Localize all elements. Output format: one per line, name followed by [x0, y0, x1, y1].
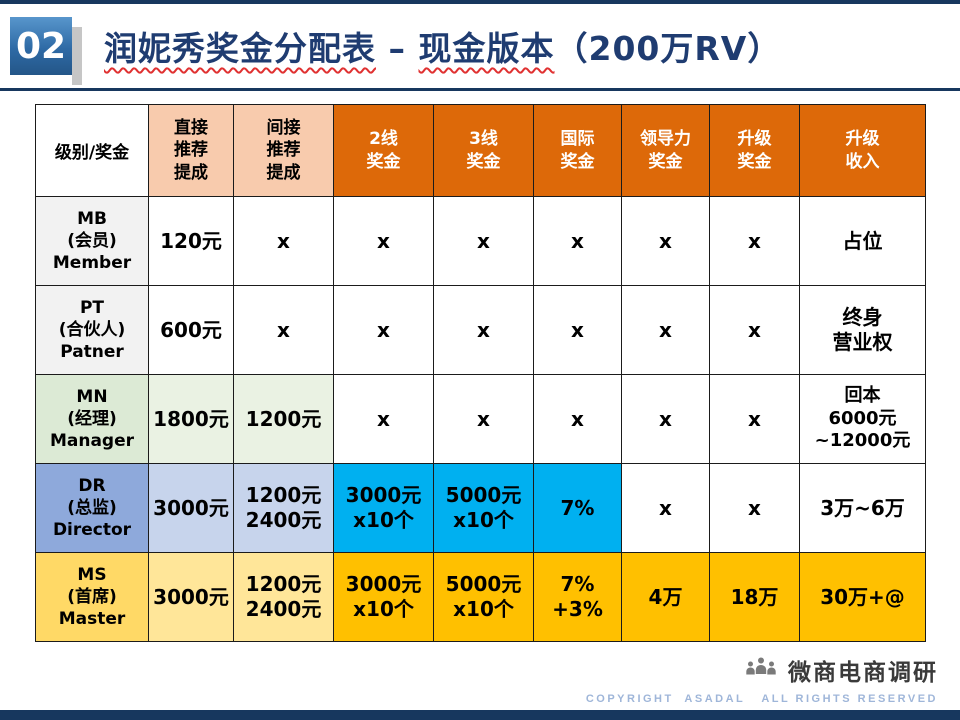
level-cell: PT (合伙人) Patner [35, 285, 149, 375]
value-cell: x [533, 196, 622, 286]
copyright-text: COPYRIGHT ASADAL ALL RIGHTS RESERVED [585, 693, 938, 705]
value-cell: x [333, 196, 434, 286]
value-cell: x [621, 196, 710, 286]
level-cell: MS (首席) Master [35, 552, 149, 642]
title-dash: – [376, 29, 419, 68]
brand-logo: 微商电商调研 [742, 653, 938, 687]
value-cell: x [709, 285, 800, 375]
value-cell: x [433, 196, 534, 286]
bonus-table: 级别/奖金 直接 推荐 提成 间接 推荐 提成 2线 奖金 3线 奖金 国际 奖… [35, 104, 926, 642]
table-row-pt: PT (合伙人) Patner 600元 x x x x x x 终身 营业权 [35, 285, 926, 375]
value-cell: 30万+@ [799, 552, 926, 642]
value-cell: 回本 6000元 ~12000元 [799, 374, 926, 464]
value-cell: x [709, 374, 800, 464]
people-logo-icon [746, 657, 776, 675]
value-cell: x [433, 285, 534, 375]
table-row-mb: MB (会员) Member 120元 x x x x x x 占位 [35, 196, 926, 286]
level-cell: DR (总监) Director [35, 463, 149, 553]
value-cell: 5000元 x10个 [433, 552, 534, 642]
value-cell: x [621, 285, 710, 375]
value-cell: 120元 [148, 196, 234, 286]
value-cell: 3000元 [148, 552, 234, 642]
value-cell: 1200元 [233, 374, 334, 464]
value-cell: 600元 [148, 285, 234, 375]
value-cell: x [709, 196, 800, 286]
value-cell: 7% +3% [533, 552, 622, 642]
value-cell: 3000元 x10个 [333, 552, 434, 642]
col-header-indirect-bonus: 间接 推荐 提成 [233, 104, 334, 197]
value-cell: 3000元 [148, 463, 234, 553]
value-cell: 5000元 x10个 [433, 463, 534, 553]
col-header-international: 国际 奖金 [533, 104, 622, 197]
col-header-line3-bonus: 3线 奖金 [433, 104, 534, 197]
title-sub: 现金版本 [418, 29, 555, 68]
slide-number-badge: 02 [10, 17, 82, 85]
value-cell: 3000元 x10个 [333, 463, 434, 553]
bottom-border [0, 710, 960, 720]
value-cell: x [433, 374, 534, 464]
value-cell: x [233, 196, 334, 286]
value-cell: x [621, 374, 710, 464]
value-cell: 7% [533, 463, 622, 553]
col-header-upgrade-income: 升级 收入 [799, 104, 926, 197]
value-cell: x [233, 285, 334, 375]
col-header-direct-bonus: 直接 推荐 提成 [148, 104, 234, 197]
title-suffix: （200万RV） [554, 29, 782, 68]
value-cell: 1200元 2400元 [233, 552, 334, 642]
value-cell: x [533, 374, 622, 464]
col-header-level: 级别/奖金 [35, 104, 149, 197]
col-header-line2-bonus: 2线 奖金 [333, 104, 434, 197]
value-cell: 3万~6万 [799, 463, 926, 553]
value-cell: 终身 营业权 [799, 285, 926, 375]
value-cell: 4万 [621, 552, 710, 642]
col-header-leadership: 领导力 奖金 [621, 104, 710, 197]
value-cell: 1800元 [148, 374, 234, 464]
table-row-ms: MS (首席) Master 3000元 1200元 2400元 3000元 x… [35, 552, 926, 642]
col-header-upgrade-bonus: 升级 奖金 [709, 104, 800, 197]
value-cell: x [621, 463, 710, 553]
page-title: 润妮秀奖金分配表 – 现金版本（200万RV） [104, 22, 781, 70]
table-header-row: 级别/奖金 直接 推荐 提成 间接 推荐 提成 2线 奖金 3线 奖金 国际 奖… [35, 104, 926, 197]
value-cell: x [333, 374, 434, 464]
value-cell: 占位 [799, 196, 926, 286]
value-cell: x [333, 285, 434, 375]
value-cell: x [709, 463, 800, 553]
table-row-mn: MN (经理) Manager 1800元 1200元 x x x x x 回本… [35, 374, 926, 464]
value-cell: x [533, 285, 622, 375]
slide-number: 02 [15, 25, 67, 67]
brand-name: 微商电商调研 [788, 660, 938, 686]
value-cell: 1200元 2400元 [233, 463, 334, 553]
level-cell: MN (经理) Manager [35, 374, 149, 464]
value-cell: 18万 [709, 552, 800, 642]
title-main: 润妮秀奖金分配表 [104, 29, 376, 68]
slide-header: 02 润妮秀奖金分配表 – 现金版本（200万RV） [0, 4, 960, 91]
table-row-dr: DR (总监) Director 3000元 1200元 2400元 3000元… [35, 463, 926, 553]
top-border [0, 0, 960, 4]
level-cell: MB (会员) Member [35, 196, 149, 286]
